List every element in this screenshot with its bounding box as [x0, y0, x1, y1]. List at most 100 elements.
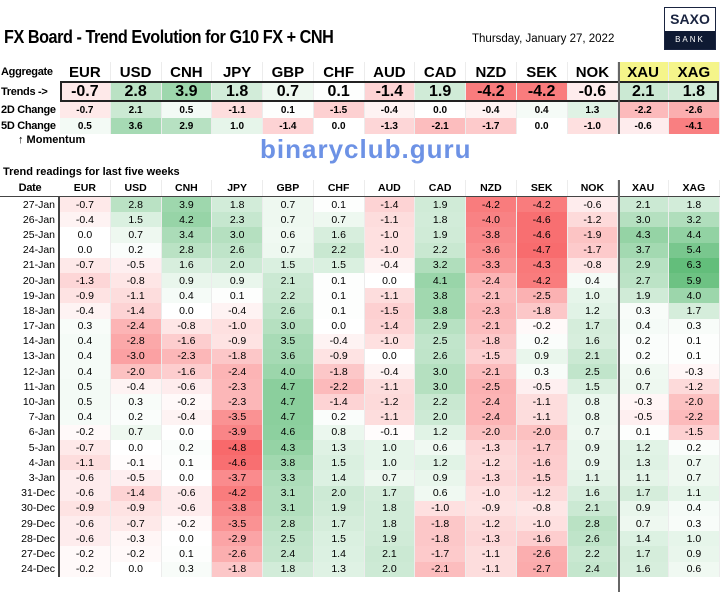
trend-cell-cad: 0.6 — [415, 485, 466, 501]
trend-cell-chf: 2.0 — [313, 485, 365, 501]
trend-cell-gbp: 2.1 — [263, 272, 314, 289]
currency-header-gbp: GBP — [263, 62, 314, 82]
table-row: 4-Jan -1.1 -0.1 0.1 -4.6 3.8 1.5 1.0 1.2 -1.2 -1.6… — [0, 455, 720, 471]
trend-cell-chf: -1.4 — [313, 394, 365, 410]
trend-cell-xag: 0.9 — [669, 546, 720, 562]
trend-cell-usd: 0.7 — [110, 227, 162, 243]
trend-cell-cnh: 0.0 — [161, 470, 213, 486]
change-2d-value-chf: -1.5 — [313, 102, 365, 118]
trend-cell-jpy: -1.0 — [212, 318, 263, 334]
trend-cell-cad: 2.6 — [415, 348, 466, 365]
trend-cell-eur: 0.0 — [60, 227, 111, 243]
table-row: 31-Dec -0.6 -1.4 -0.6 -4.2 3.1 2.0 1.7 0.6 -1.0 -1… — [0, 485, 720, 501]
trend-cell-jpy: 0.1 — [212, 288, 263, 304]
trend-cell-usd: 2.8 — [110, 197, 162, 213]
trend-cell-gbp: 4.3 — [263, 440, 314, 456]
history-section-title: Trend readings for last five weeks — [3, 166, 180, 178]
trend-cell-nzd: -4.0 — [466, 212, 517, 228]
currency-header-chf: CHF — [314, 180, 365, 196]
trend-cell-cnh: -0.2 — [161, 394, 213, 410]
trend-cell-nzd: -1.1 — [466, 561, 517, 577]
change-5d-value-jpy: 1.0 — [212, 118, 263, 134]
row-date: 28-Dec — [0, 531, 60, 547]
trend-cell-nok: 1.6 — [567, 333, 619, 349]
trend-cell-jpy: -3.5 — [212, 515, 263, 532]
page-title: FX Board - Trend Evolution for G10 FX + … — [4, 27, 334, 47]
row-date: 11-Jan — [0, 379, 60, 395]
trend-cell-aud: 1.8 — [364, 500, 416, 516]
trend-cell-sek: -2.6 — [516, 546, 568, 562]
trend-cell-cnh: -1.6 — [161, 333, 213, 349]
change-2d-value-gbp: 0.1 — [263, 102, 314, 118]
trend-value-usd: 2.8 — [110, 82, 162, 102]
trend-cell-xag: -1.5 — [669, 424, 720, 440]
trend-cell-eur: 0.4 — [60, 409, 111, 425]
change-2d-value-xau: -2.2 — [618, 102, 669, 118]
trend-cell-sek: -4.6 — [516, 212, 568, 228]
trend-cell-jpy: -2.3 — [212, 379, 263, 395]
trend-cell-jpy: -4.8 — [212, 440, 263, 456]
trend-cell-eur: -0.6 — [60, 485, 111, 501]
trend-cell-nzd: -2.3 — [466, 303, 517, 319]
trend-cell-chf: 0.8 — [313, 424, 365, 440]
trend-cell-sek: -4.3 — [516, 257, 568, 273]
trend-cell-jpy: 2.6 — [212, 242, 263, 258]
trend-cell-nzd: -3.6 — [466, 242, 517, 258]
trend-cell-cad: -1.8 — [415, 531, 466, 547]
row-date: 18-Jan — [0, 303, 60, 319]
change-2d-label: 2D Change — [1, 104, 56, 116]
trend-cell-cad: 4.1 — [415, 272, 466, 289]
trend-cell-nok: 2.8 — [567, 515, 619, 532]
trend-cell-cad: 0.9 — [415, 470, 466, 486]
change-2d-value-nok: 1.3 — [567, 102, 619, 118]
trend-cell-chf: 0.1 — [313, 303, 365, 319]
change-2d-row: 2D Change -0.7 2.1 0.5 -1.1 0.1 -1.5 -0.4 0.0 -0.… — [0, 102, 720, 118]
aggregate-header-row: Aggregate EUR USD CNH JPY GBP CHF AUD CAD NZD SEK N… — [0, 62, 720, 82]
trend-cell-usd: -0.3 — [110, 531, 162, 547]
trend-value-gbp: 0.7 — [263, 82, 314, 102]
trend-cell-xau: 1.7 — [618, 546, 669, 562]
trend-cell-xau: -0.5 — [618, 409, 669, 425]
trend-cell-cad: 1.9 — [415, 227, 466, 243]
trend-cell-xag: 5.9 — [669, 272, 720, 289]
currency-header-aud: AUD — [365, 180, 416, 196]
trend-cell-nzd: -2.4 — [466, 409, 517, 425]
watermark: binaryclub.guru — [260, 134, 472, 164]
trend-cell-jpy: 0.9 — [212, 272, 263, 289]
trend-value-xag: 1.8 — [669, 82, 720, 102]
trend-cell-sek: -0.5 — [516, 379, 568, 395]
trend-cell-aud: 1.0 — [364, 440, 416, 456]
trend-cell-usd: -0.5 — [110, 470, 162, 486]
change-5d-label: 5D Change — [1, 120, 56, 132]
report-date: Thursday, January 27, 2022 — [472, 33, 615, 45]
table-row: 20-Jan -1.3 -0.8 0.9 0.9 2.1 0.1 0.0 4.1 -2.4 -4.2… — [0, 272, 720, 289]
trend-cell-xag: 1.1 — [669, 485, 720, 501]
currency-header-nok: NOK — [568, 62, 619, 82]
metals-separator — [618, 180, 620, 592]
trend-cell-eur: -0.7 — [60, 440, 111, 456]
trend-cell-chf: 1.6 — [313, 227, 365, 243]
trend-cell-usd: 0.7 — [110, 424, 162, 440]
trend-cell-nzd: -3.3 — [466, 257, 517, 273]
trend-cell-nok: 1.7 — [567, 318, 619, 334]
change-5d-value-nzd: -1.7 — [466, 118, 517, 134]
table-row: 27-Jan -0.7 2.8 3.9 1.8 0.7 0.1 -1.4 1.9 -4.2 -4.2… — [0, 197, 720, 213]
trend-cell-gbp: 3.0 — [263, 318, 314, 334]
trend-cell-cnh: 0.9 — [161, 272, 213, 289]
trend-cell-eur: -0.6 — [60, 515, 111, 532]
trend-cell-cnh: 0.0 — [161, 424, 213, 440]
table-row: 27-Dec -0.2 -0.2 0.1 -2.6 2.4 1.4 2.1 -1.7 -1.1 -2… — [0, 546, 720, 562]
change-5d-value-xau: -0.6 — [618, 118, 669, 134]
trend-cell-nzd: -1.2 — [466, 515, 517, 532]
trend-cell-nzd: -0.9 — [466, 500, 517, 516]
trend-cell-cnh: 1.6 — [161, 257, 213, 273]
trend-cell-xau: 3.7 — [618, 242, 669, 258]
trend-cell-xau: 2.9 — [618, 257, 669, 273]
trend-cell-cad: 3.2 — [415, 257, 466, 273]
trend-cell-eur: -0.4 — [60, 212, 111, 228]
trend-cell-nok: -1.2 — [567, 212, 619, 228]
trend-cell-aud: -1.0 — [364, 242, 416, 258]
trend-cell-chf: 2.2 — [313, 242, 365, 258]
trend-cell-cnh: 3.4 — [161, 227, 213, 243]
trend-cell-sek: -4.2 — [516, 197, 568, 213]
